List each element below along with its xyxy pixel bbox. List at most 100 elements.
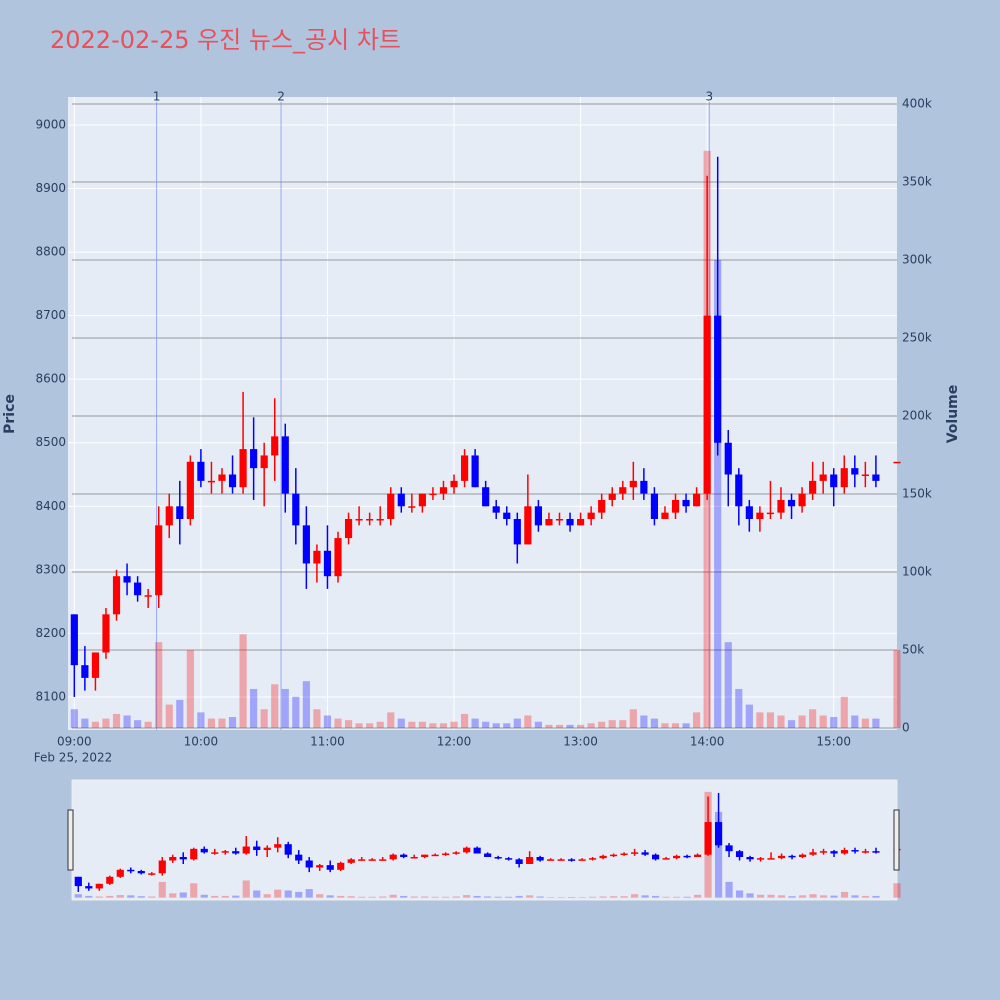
- slider-candle-body: [431, 854, 439, 857]
- slider-volume-bar: [484, 896, 492, 898]
- candle-body: [397, 493, 405, 507]
- slider-volume-bar: [652, 895, 660, 898]
- candle-body: [545, 519, 553, 526]
- candle-body: [460, 455, 469, 481]
- slider-volume-bar: [463, 895, 471, 898]
- slider-volume-bar: [158, 881, 166, 898]
- slider-candle-body: [735, 851, 744, 858]
- volume-bar: [587, 723, 595, 728]
- candle-body: [566, 519, 574, 526]
- candle-body: [429, 493, 437, 496]
- volume-bar: [387, 712, 395, 728]
- slider-volume-bar: [578, 897, 586, 898]
- slider-candle-body: [662, 858, 670, 860]
- volume-bar: [777, 715, 785, 728]
- x-tick-label: 13:00: [563, 735, 598, 749]
- volume-bar: [629, 709, 637, 728]
- slider-candle-body: [494, 857, 502, 859]
- candle-body: [355, 519, 363, 521]
- slider-candle-body: [274, 844, 282, 848]
- chart-title: 2022-02-25 우진 뉴스_공시 차트: [50, 26, 401, 54]
- volume-bar: [460, 713, 469, 728]
- slider-volume-bar: [74, 894, 82, 898]
- candle-body: [893, 461, 901, 464]
- slider-volume-bar: [326, 895, 334, 898]
- slider-volume-bar: [851, 895, 859, 898]
- candle-body: [629, 480, 637, 488]
- slider-handle[interactable]: [893, 809, 900, 871]
- slider-candle-body: [589, 858, 597, 860]
- volume-bar: [81, 718, 89, 728]
- volume-bar: [197, 712, 205, 728]
- slider-candle-body: [819, 851, 828, 853]
- slider-candle-body: [788, 855, 796, 858]
- candle-body: [577, 519, 585, 526]
- candle-body: [503, 512, 511, 519]
- slider-volume-bar: [872, 895, 880, 898]
- volume-bar: [650, 718, 659, 728]
- volume-bar: [482, 721, 490, 728]
- slider-volume-bar: [442, 896, 450, 898]
- candle-body: [587, 512, 595, 519]
- slider-candle-body: [809, 852, 817, 855]
- volume-bar: [671, 723, 680, 728]
- slider-volume-bar: [190, 883, 198, 898]
- candle-body: [91, 652, 100, 678]
- slider-candle-body: [620, 853, 628, 856]
- volume-bar: [682, 723, 690, 728]
- y2-tick-label: 350k: [902, 175, 932, 189]
- candle-body: [682, 499, 690, 507]
- x-tick-label: 10:00: [184, 735, 219, 749]
- candle-body: [439, 487, 448, 494]
- range-slider[interactable]: [71, 779, 898, 901]
- slider-candle-body: [725, 845, 733, 852]
- volume-bar: [661, 723, 669, 728]
- slider-volume-bar: [599, 896, 607, 898]
- x-tick-label: 14:00: [690, 735, 725, 749]
- volume-bar: [228, 717, 237, 728]
- y-axis-title: Price: [2, 394, 18, 434]
- y2-tick-label: 150k: [902, 486, 932, 500]
- candle-body: [524, 506, 532, 545]
- slider-candle-body: [463, 847, 471, 853]
- volume-bar: [798, 715, 806, 728]
- slider-handle[interactable]: [67, 809, 74, 871]
- candle-body: [671, 499, 680, 513]
- slider-volume-bar: [106, 895, 114, 898]
- volume-bar: [271, 684, 279, 728]
- slider-volume-bar: [242, 880, 250, 898]
- volume-bar: [334, 718, 342, 728]
- slider-volume-bar: [798, 895, 807, 898]
- candle-body: [323, 550, 332, 577]
- candle-body: [650, 493, 659, 519]
- slider-candle-body: [295, 854, 303, 861]
- candle-body: [302, 525, 310, 564]
- slider-volume-bar: [221, 895, 229, 898]
- candle-body: [809, 480, 817, 494]
- slider-volume-bar: [337, 895, 345, 898]
- volume-bar: [123, 715, 131, 728]
- y-tick-label: 8300: [35, 562, 66, 576]
- candle-body: [144, 595, 152, 597]
- volume-bar: [281, 688, 289, 728]
- volume-bar: [524, 715, 532, 728]
- y-tick-label: 8100: [35, 689, 66, 703]
- volume-bar: [608, 720, 616, 728]
- volume-bar: [714, 260, 722, 728]
- volume-bar: [893, 649, 901, 728]
- slider-candle-body: [830, 851, 838, 854]
- slider-candle-body: [505, 858, 513, 860]
- slider-candle-body: [190, 848, 198, 860]
- slider-volume-bar: [358, 896, 366, 898]
- slider-candle-body: [442, 853, 450, 856]
- y2-tick-label: 50k: [902, 642, 924, 656]
- x-tick-label: 15:00: [816, 735, 851, 749]
- candle-body: [81, 665, 89, 678]
- slider-volume-bar: [127, 895, 135, 898]
- slider-candle-body: [200, 848, 208, 853]
- slider-volume-bar: [148, 896, 156, 898]
- y2-tick-label: 200k: [902, 408, 932, 422]
- slider-volume-bar: [840, 891, 849, 898]
- slider-volume-bar: [169, 893, 177, 898]
